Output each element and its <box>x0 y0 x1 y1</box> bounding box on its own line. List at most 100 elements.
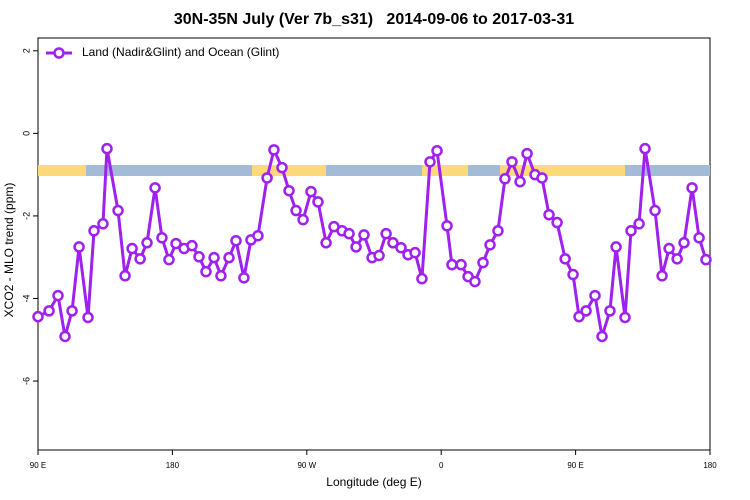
point <box>416 272 428 285</box>
point <box>663 242 675 255</box>
x-tick-label: 90 W <box>297 461 316 470</box>
y-tick-label: 2 <box>21 48 31 53</box>
point <box>649 204 661 217</box>
point <box>215 270 227 282</box>
y-tick-label: 0 <box>21 131 31 136</box>
y-axis-label: XCO2 - MLO trend (ppm) <box>2 183 16 318</box>
ocean-band <box>326 165 422 176</box>
point <box>320 237 332 249</box>
point <box>678 237 690 249</box>
point <box>373 249 385 262</box>
point <box>88 225 100 237</box>
point <box>230 234 242 247</box>
point <box>156 232 168 244</box>
ocean-band <box>86 165 252 176</box>
y-tick-label: -6 <box>21 377 31 385</box>
point <box>170 237 182 250</box>
y-tick-label: -4 <box>21 294 31 302</box>
point <box>589 289 601 302</box>
point <box>469 275 481 288</box>
point <box>446 258 458 271</box>
x-axis-label: Longitude (deg E) <box>326 475 421 489</box>
point <box>66 305 78 317</box>
point <box>521 147 533 160</box>
land-band <box>500 165 625 176</box>
point <box>567 268 579 281</box>
ocean-band <box>625 165 710 176</box>
point <box>186 239 198 252</box>
legend-label: Land (Nadir&Glint) and Ocean (Glint) <box>82 45 279 59</box>
surface-band <box>38 165 710 176</box>
point <box>163 253 175 266</box>
point <box>200 265 212 278</box>
point <box>112 204 124 217</box>
point <box>73 241 85 253</box>
point <box>119 270 131 282</box>
x-tick-label: 0 <box>439 461 444 470</box>
y-tick-label: -2 <box>21 212 31 220</box>
point <box>290 204 302 217</box>
x-tick-label: 90 E <box>567 461 583 470</box>
point <box>573 310 585 323</box>
point <box>506 156 518 168</box>
point <box>633 218 645 230</box>
point <box>268 144 280 156</box>
point <box>32 310 44 323</box>
point <box>492 225 504 237</box>
x-tick-label: 180 <box>166 461 180 470</box>
point <box>431 144 443 157</box>
point <box>82 311 94 324</box>
point <box>619 311 631 324</box>
land-band <box>38 165 86 176</box>
chart-title: 30N-35N July (Ver 7b_s31) 2014-09-06 to … <box>174 11 574 28</box>
point <box>305 185 317 198</box>
point <box>43 305 55 317</box>
plot-frame <box>37 37 711 451</box>
point <box>101 142 113 155</box>
point <box>700 253 712 266</box>
point <box>686 182 698 194</box>
point <box>639 142 651 155</box>
point <box>693 232 705 244</box>
point <box>52 289 64 302</box>
point <box>580 305 592 317</box>
point <box>283 184 295 197</box>
point <box>134 253 146 265</box>
legend-marker <box>53 47 65 59</box>
land-band <box>252 165 326 176</box>
point <box>387 237 399 249</box>
point <box>193 251 205 263</box>
point <box>671 253 683 265</box>
point <box>395 241 407 254</box>
point <box>252 229 264 242</box>
point <box>276 161 288 174</box>
point <box>604 305 616 317</box>
point <box>477 256 489 269</box>
point <box>499 173 511 185</box>
point <box>141 237 153 249</box>
point <box>610 241 622 253</box>
point <box>238 272 250 284</box>
point <box>350 241 362 253</box>
point <box>543 208 555 221</box>
point <box>484 239 496 251</box>
point <box>261 172 273 184</box>
point <box>514 175 526 188</box>
point <box>208 251 220 264</box>
ocean-band <box>468 165 500 176</box>
point <box>126 242 138 255</box>
point <box>223 251 235 264</box>
point <box>59 330 71 343</box>
point <box>625 225 637 237</box>
point <box>297 213 309 226</box>
land-band <box>422 165 468 176</box>
point <box>343 227 355 240</box>
x-tick-label: 180 <box>703 461 717 470</box>
point <box>536 172 548 184</box>
point <box>149 182 161 194</box>
point <box>559 253 571 265</box>
point <box>97 218 109 230</box>
point <box>312 196 324 208</box>
point <box>596 330 608 343</box>
